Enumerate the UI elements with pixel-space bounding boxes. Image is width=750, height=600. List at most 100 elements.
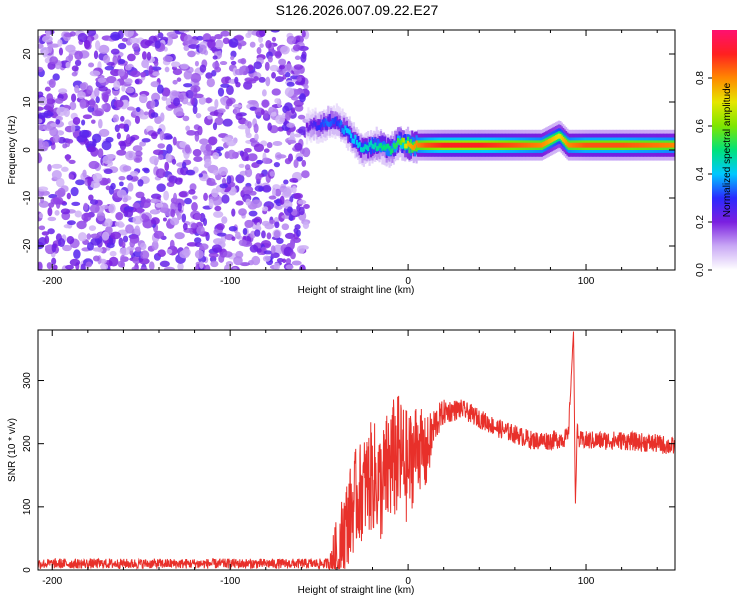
noise-cell xyxy=(290,251,296,260)
noise-cell xyxy=(84,138,89,146)
colorbar-tick-label: 0.2 xyxy=(695,215,706,229)
noise-cell xyxy=(145,198,151,203)
signal-cell xyxy=(658,142,662,148)
noise-cell xyxy=(260,109,265,115)
noise-cell xyxy=(186,130,196,136)
noise-cell xyxy=(110,31,121,41)
signal-cell xyxy=(338,122,341,128)
signal-cell xyxy=(529,142,532,148)
signal-cell xyxy=(402,138,405,149)
signal-cell xyxy=(362,146,366,152)
noise-cell xyxy=(247,121,252,129)
noise-cell xyxy=(293,192,303,200)
signal-cell xyxy=(536,142,539,148)
noise-cell xyxy=(244,164,251,171)
signal-cell xyxy=(344,125,347,131)
noise-cell xyxy=(170,208,176,218)
signal-cell xyxy=(579,142,582,148)
x-tick-label: -100 xyxy=(220,276,240,287)
noise-cell xyxy=(152,149,164,156)
noise-cell xyxy=(87,146,97,153)
noise-cell xyxy=(273,262,280,270)
noise-cell xyxy=(94,87,100,98)
noise-cell xyxy=(289,240,296,249)
noise-cell xyxy=(238,163,245,168)
noise-cell xyxy=(105,185,111,191)
signal-cell xyxy=(597,142,600,148)
signal-cell xyxy=(624,142,627,148)
noise-cell xyxy=(269,219,276,224)
noise-cell xyxy=(199,64,207,73)
noise-cell xyxy=(211,188,219,198)
x-tick-label: 100 xyxy=(578,576,595,587)
x-tick-label: -200 xyxy=(42,576,62,587)
signal-cell xyxy=(584,142,588,148)
noise-cell xyxy=(214,98,219,109)
noise-cell xyxy=(206,181,217,186)
noise-cell xyxy=(44,235,50,245)
noise-cell xyxy=(149,155,160,165)
noise-cell xyxy=(91,119,96,124)
signal-cell xyxy=(543,141,546,147)
signal-cell xyxy=(545,140,548,146)
noise-cell xyxy=(76,91,86,99)
signal-cell xyxy=(334,119,337,130)
signal-cell xyxy=(381,145,384,151)
noise-cell xyxy=(38,43,44,49)
snr-frame xyxy=(37,329,676,571)
noise-cell xyxy=(38,118,43,124)
noise-cell xyxy=(266,142,273,149)
noise-cell xyxy=(46,93,54,102)
noise-cell xyxy=(101,204,110,210)
noise-cell xyxy=(140,266,148,270)
noise-cell xyxy=(164,161,170,172)
noise-cell xyxy=(216,232,227,237)
noise-cell xyxy=(178,30,190,33)
signal-cell xyxy=(394,144,397,149)
noise-cell xyxy=(179,141,187,149)
noise-cell xyxy=(286,206,293,213)
noise-cell xyxy=(66,235,75,245)
noise-cell xyxy=(110,231,122,240)
signal-cell xyxy=(357,136,360,146)
noise-cell xyxy=(265,76,271,87)
noise-cell xyxy=(261,157,271,164)
signal-cell xyxy=(513,142,516,148)
noise-cell xyxy=(301,170,310,179)
noise-cell xyxy=(38,261,43,270)
noise-cell xyxy=(58,88,68,94)
noise-cell xyxy=(274,221,280,229)
noise-cell xyxy=(70,186,79,197)
noise-cell xyxy=(226,175,232,185)
noise-cell xyxy=(276,154,287,159)
signal-cell xyxy=(377,145,380,151)
noise-cell xyxy=(222,118,233,127)
noise-cell xyxy=(79,99,87,109)
y-tick-label: -10 xyxy=(22,190,33,205)
signal-cell xyxy=(351,138,354,144)
noise-cell xyxy=(106,242,115,249)
noise-cell xyxy=(98,44,110,55)
noise-cell xyxy=(256,159,264,165)
noise-cell xyxy=(217,87,225,97)
signal-cell xyxy=(459,142,462,148)
signal-cell xyxy=(482,142,485,148)
noise-cell xyxy=(48,78,56,89)
colorbar: 0.0 0.2 0.4 0.6 0.8 Normalized spectral ampl… xyxy=(695,30,737,277)
noise-cell xyxy=(226,85,234,96)
noise-cell xyxy=(294,142,303,151)
noise-cell xyxy=(247,64,254,71)
noise-cell xyxy=(190,72,202,83)
noise-cell xyxy=(213,169,219,176)
y-tick-label: 0 xyxy=(22,567,33,573)
noise-cell xyxy=(161,87,171,97)
noise-cell xyxy=(220,30,230,37)
signal-cell xyxy=(445,142,448,148)
signal-cell xyxy=(389,149,393,155)
signal-cell xyxy=(449,142,452,148)
noise-cell xyxy=(157,143,166,149)
noise-cell xyxy=(217,113,223,119)
noise-cell xyxy=(98,128,110,138)
signal-cell xyxy=(599,142,602,148)
noise-cell xyxy=(238,239,247,247)
